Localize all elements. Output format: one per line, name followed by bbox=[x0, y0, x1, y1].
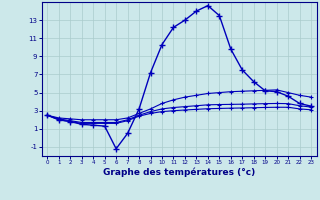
X-axis label: Graphe des températures (°c): Graphe des températures (°c) bbox=[103, 168, 255, 177]
